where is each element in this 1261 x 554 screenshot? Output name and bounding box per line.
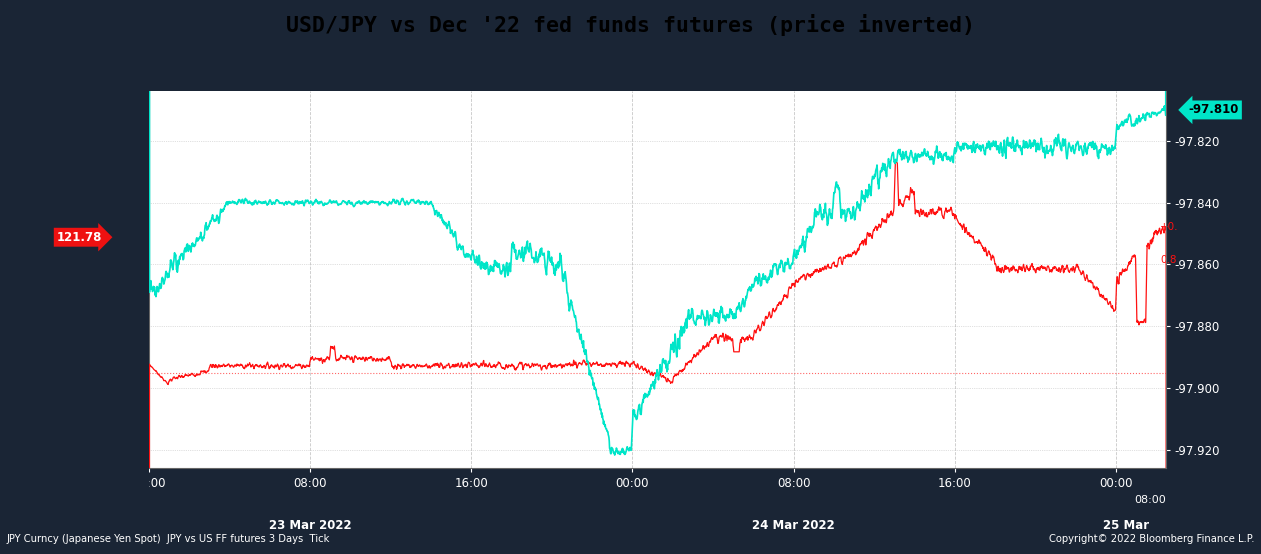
Text: 0.8: 0.8 — [1160, 255, 1177, 265]
Text: USD/JPY vs Dec '22 fed funds futures (price inverted): USD/JPY vs Dec '22 fed funds futures (pr… — [286, 14, 975, 36]
Text: 121.78: 121.78 — [57, 230, 102, 244]
Text: +0.: +0. — [1160, 222, 1179, 232]
Text: 24 Mar 2022: 24 Mar 2022 — [753, 519, 835, 532]
Text: Copyright© 2022 Bloomberg Finance L.P.: Copyright© 2022 Bloomberg Finance L.P. — [1049, 534, 1255, 544]
Text: 25 Mar: 25 Mar — [1103, 519, 1149, 532]
Text: -97.810: -97.810 — [1189, 104, 1238, 116]
Text: 08:00: 08:00 — [1135, 495, 1166, 505]
Text: JPY Curncy (Japanese Yen Spot)  JPY vs US FF futures 3 Days  Tick: JPY Curncy (Japanese Yen Spot) JPY vs US… — [6, 534, 329, 544]
Text: 23 Mar 2022: 23 Mar 2022 — [269, 519, 352, 532]
